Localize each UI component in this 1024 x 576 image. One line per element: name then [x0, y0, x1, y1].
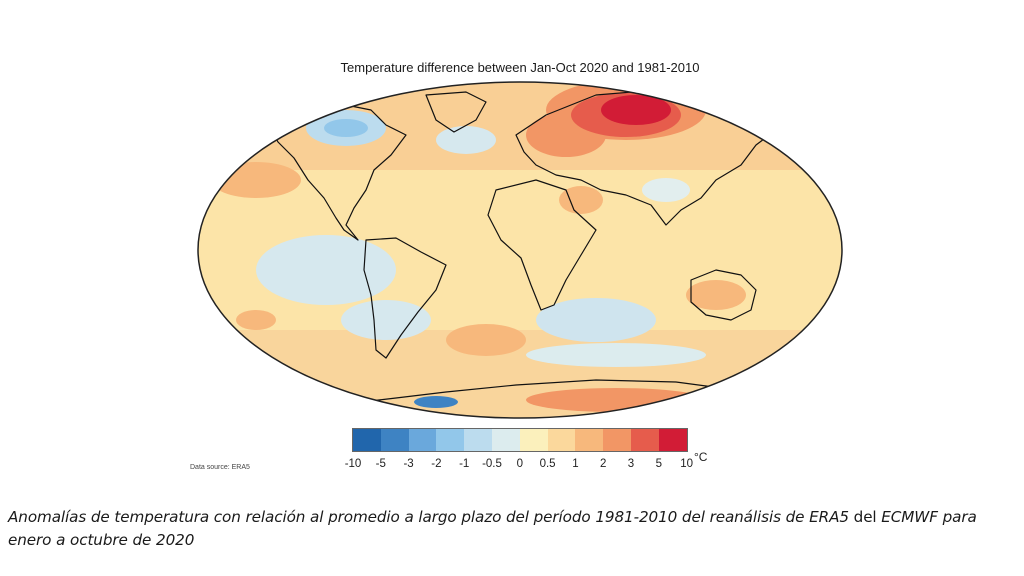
caption-part1: Anomalías de temperatura con relación al… [8, 508, 849, 526]
anomaly-cool-canada-core [324, 119, 368, 137]
data-source-label: Data source: ERA5 [190, 464, 250, 471]
colorbar-cell [464, 429, 492, 451]
colorbar-tick-label: -1 [459, 458, 470, 470]
colorbar-tick-label: 2 [599, 458, 607, 470]
anomaly-warm-se-pacific [236, 310, 276, 330]
greenland-outline [425, 91, 487, 133]
anomaly-cool-atlantic-n [436, 126, 496, 154]
colorbar-tick-label: -0.5 [482, 458, 502, 470]
colorbar-tick-label: -3 [403, 458, 414, 470]
australia-outline [690, 269, 757, 321]
colorbar-tick-label: -2 [431, 458, 442, 470]
caption-part2: del [848, 508, 882, 526]
colorbar-tick-label: -10 [344, 458, 362, 470]
anomaly-cool-se-asia [642, 178, 690, 202]
colorbar-cell [519, 429, 548, 451]
colorbar-tick-label: 10 [680, 458, 693, 470]
map-border [197, 81, 843, 419]
anomaly-warm-arabia [559, 186, 603, 214]
colorbar-tick-label: 1 [572, 458, 579, 470]
anomaly-cool-indian [536, 298, 656, 342]
north-america-outline [265, 104, 407, 241]
colorbar-tick-label: 0 [516, 458, 523, 470]
map-title: Temperature difference between Jan-Oct 2… [340, 60, 700, 75]
anomaly-cool-southern-ocean [526, 343, 706, 367]
anomaly-warm-south-atlantic [446, 324, 526, 356]
anomaly-cool-antarctic-weddell [414, 396, 458, 408]
colorbar [352, 428, 688, 452]
anomaly-warm-australia [686, 280, 746, 310]
colorbar-cell [436, 429, 465, 451]
anomaly-cool-pacific [256, 235, 396, 305]
anomaly-warm-siberia-peak [601, 95, 671, 125]
africa-outline [487, 179, 597, 311]
anomaly-warm-antarctic [526, 388, 706, 412]
colorbar-cell [575, 429, 604, 451]
caption: Anomalías de temperatura con relación al… [8, 506, 1020, 552]
colorbar-cell [658, 429, 687, 451]
colorbar-cell [603, 429, 631, 451]
colorbar-cell [380, 429, 409, 451]
colorbar-cell [491, 429, 520, 451]
anomaly-warm-north-pacific [211, 162, 301, 198]
colorbar-tick-label: 0.5 [539, 458, 556, 470]
colorbar-cell [630, 429, 659, 451]
anomaly-cool-south-pacific [341, 300, 431, 340]
colorbar-tick-label: 3 [627, 458, 635, 470]
unit-label: °C [694, 450, 708, 464]
world-temperature-anomaly-map [196, 80, 844, 420]
colorbar-cell [353, 429, 381, 451]
caption-part3: ECMWF para enero a octubre de 2020 [8, 508, 977, 549]
south-america-outline [363, 237, 447, 359]
colorbar-tick-label: 5 [655, 458, 662, 470]
colorbar-cell [408, 429, 437, 451]
colorbar-cell [547, 429, 576, 451]
colorbar-tick-label: -5 [375, 458, 386, 470]
